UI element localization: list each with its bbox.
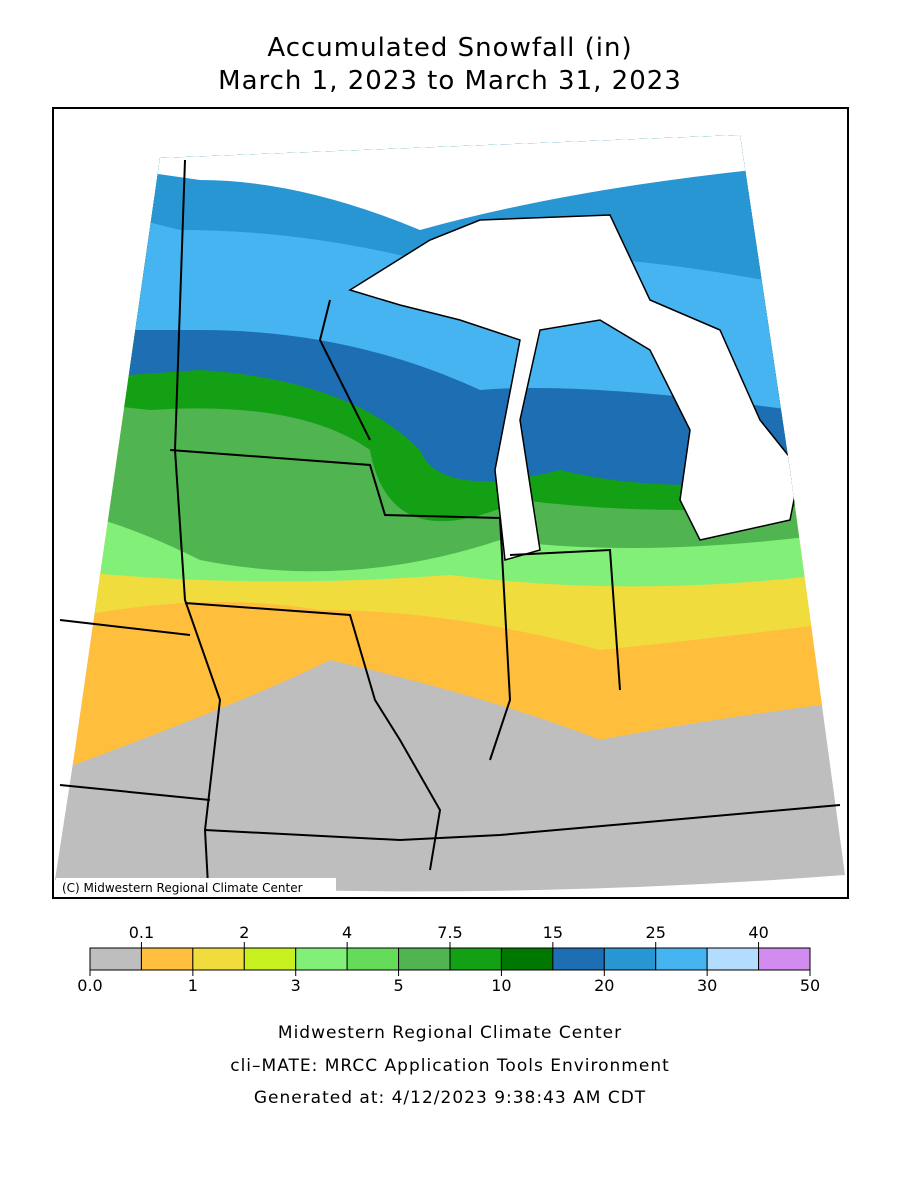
- footer-line: Generated at: 4/12/2023 9:38:43 AM CDT: [254, 1088, 646, 1108]
- legend-bin: [398, 947, 451, 971]
- legend-bin: [552, 947, 605, 971]
- legend-bin: [295, 947, 348, 971]
- legend-bin: [346, 947, 400, 971]
- map-fill: [55, 135, 845, 892]
- legend-bin: [500, 947, 554, 971]
- legend-bin: [706, 947, 760, 971]
- credit: (C) Midwestern Regional Climate Center: [62, 881, 303, 895]
- map-frame: [52, 107, 849, 899]
- legend-label: 2: [239, 923, 249, 942]
- legend-label: 25: [646, 923, 666, 942]
- title-line: March 1, 2023 to March 31, 2023: [218, 66, 682, 96]
- footer-line: Midwestern Regional Climate Center: [278, 1023, 622, 1043]
- legend-bin: [655, 947, 708, 971]
- footer-line: cli–MATE: MRCC Application Tools Environ…: [230, 1056, 670, 1076]
- legend-bin: [192, 947, 245, 971]
- legend-label: 10: [491, 976, 511, 995]
- legend-label: 3: [291, 976, 301, 995]
- legend-bin: [89, 947, 142, 971]
- legend-label: 20: [594, 976, 614, 995]
- legend-label: 50: [800, 976, 820, 995]
- title-line: Accumulated Snowfall (in): [267, 33, 632, 63]
- legend-bin: [758, 947, 811, 971]
- legend-bin: [449, 947, 502, 971]
- legend-label: 4: [342, 923, 352, 942]
- credit-box: [56, 878, 336, 896]
- legend-label: 7.5: [437, 923, 462, 942]
- legend: 0.0 0.1 1 2 3 4 5 7.5 10 15 20 25 30 40 50: [77, 923, 820, 995]
- legend-label: 40: [748, 923, 768, 942]
- legend-label: 0.1: [129, 923, 154, 942]
- legend-label: 5: [393, 976, 403, 995]
- legend-bin: [140, 947, 194, 971]
- legend-label: 1: [188, 976, 198, 995]
- legend-label: 15: [543, 923, 563, 942]
- legend-bin: [243, 947, 297, 971]
- state-borders: [59, 159, 841, 886]
- legend-bin: [603, 947, 657, 971]
- legend-label: 0.0: [77, 976, 102, 995]
- legend-label: 30: [697, 976, 717, 995]
